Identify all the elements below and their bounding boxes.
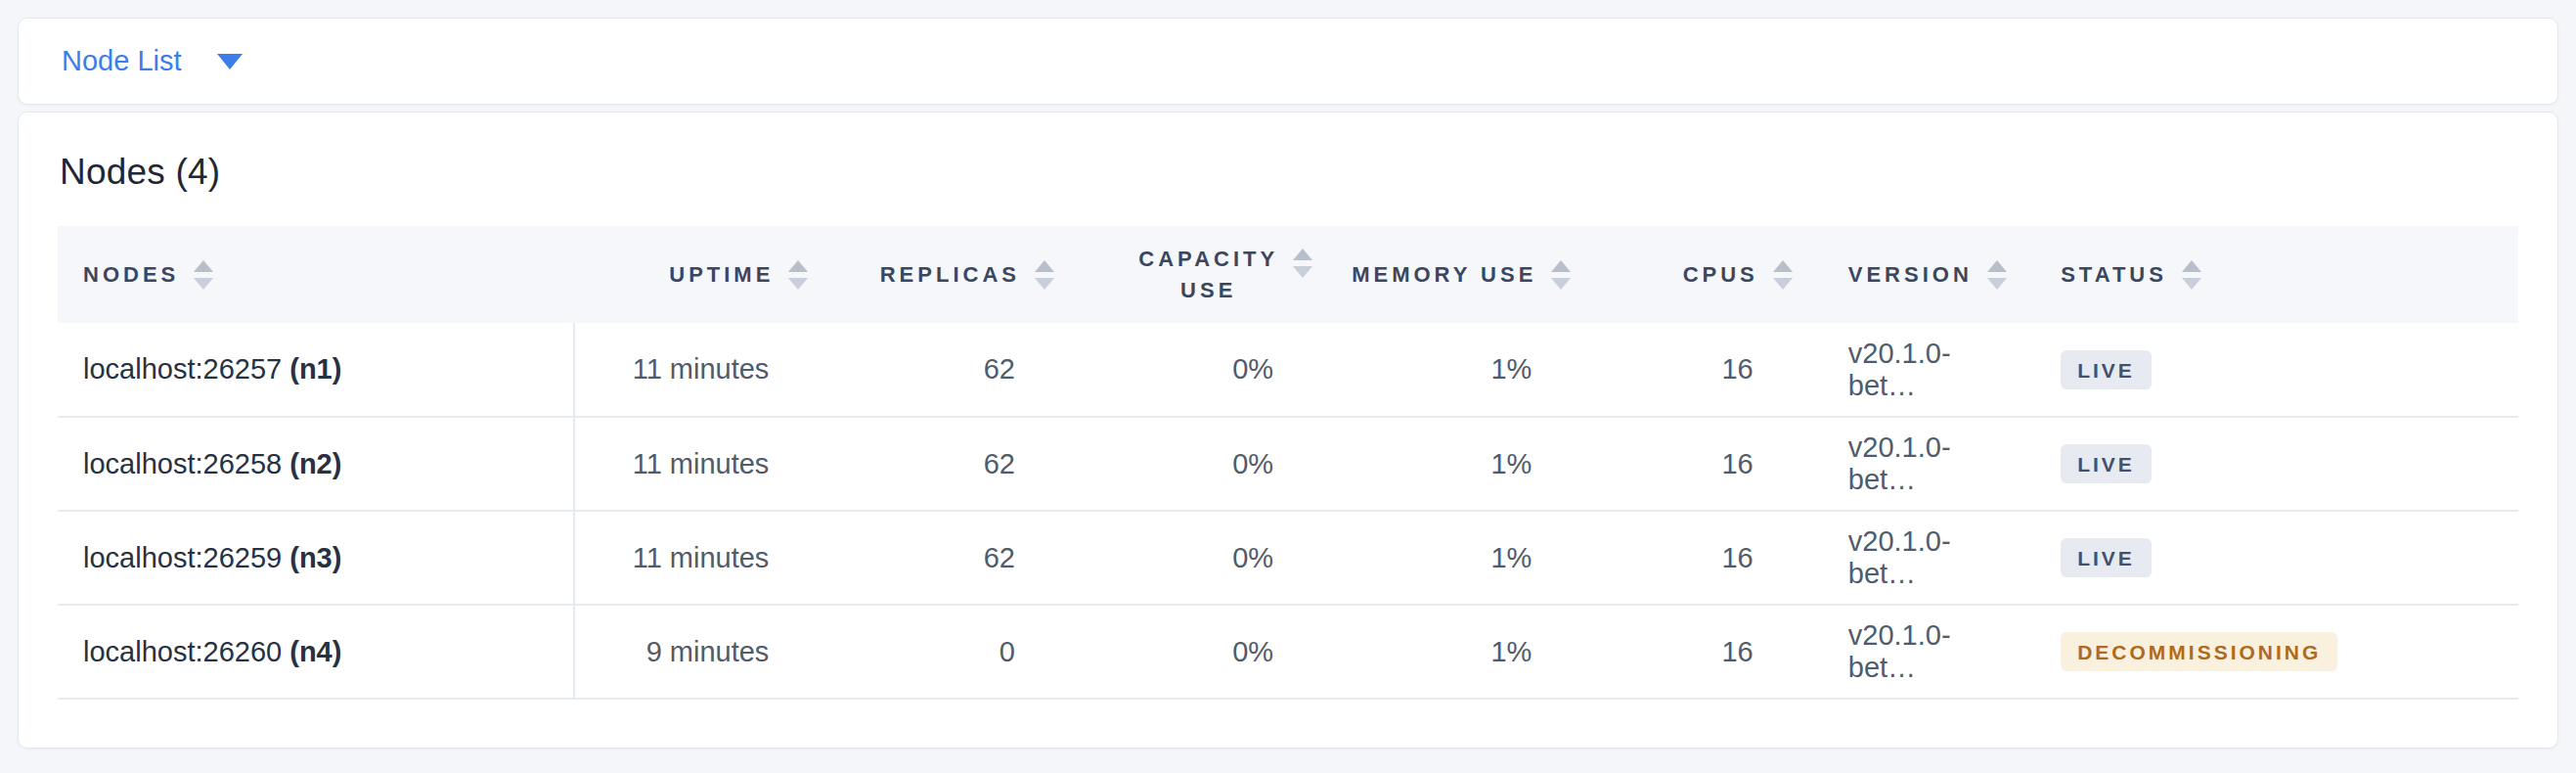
column-label-version: VERSION [1848, 262, 1973, 288]
node-address: localhost:26260 (n4) [58, 605, 574, 699]
column-label-uptime: UPTIME [669, 262, 774, 288]
sort-icon[interactable] [788, 260, 808, 290]
sort-down-icon [1773, 278, 1793, 290]
column-header-capacity[interactable]: CAPACITY USE [1054, 226, 1312, 323]
cpus-cell: 16 [1571, 605, 1792, 699]
capacity-cell: 0% [1054, 605, 1312, 699]
sort-icon[interactable] [194, 260, 213, 290]
memory-cell: 1% [1312, 323, 1571, 417]
node-host[interactable]: localhost:26257 [83, 353, 282, 385]
replicas-cell: 62 [808, 323, 1054, 417]
nodes-table: NODES UPTIME REPLICAS CAPACITY USE MEMORY US… [58, 226, 2518, 700]
node-id: (n3) [289, 542, 341, 573]
uptime-cell: 9 minutes [574, 605, 808, 699]
capacity-cell: 0% [1054, 511, 1312, 605]
view-selector-card: Node List [18, 18, 2558, 105]
memory-cell: 1% [1312, 511, 1571, 605]
column-label-capacity: CAPACITY USE [1138, 244, 1278, 306]
cpus-cell: 16 [1571, 323, 1792, 417]
sort-up-icon [194, 260, 213, 272]
version-cell: v20.1.0-bet… [1793, 323, 2014, 417]
status-badge: LIVE [2061, 444, 2152, 483]
status-cell: LIVE [2014, 511, 2518, 605]
status-badge: DECOMMISSIONING [2061, 632, 2337, 671]
nodes-table-header: NODES UPTIME REPLICAS CAPACITY USE MEMORY US… [58, 226, 2518, 323]
node-id: (n2) [289, 448, 341, 479]
status-cell: LIVE [2014, 323, 2518, 417]
column-header-status[interactable]: STATUS [2014, 226, 2518, 323]
replicas-cell: 62 [808, 417, 1054, 511]
status-badge: LIVE [2061, 350, 2152, 389]
sort-up-icon [2182, 260, 2201, 272]
node-list-dropdown-label: Node List [62, 47, 182, 75]
version-cell: v20.1.0-bet… [1793, 511, 2014, 605]
capacity-cell: 0% [1054, 323, 1312, 417]
sort-down-icon [1035, 278, 1054, 290]
column-label-replicas: REPLICAS [880, 262, 1020, 288]
column-header-nodes[interactable]: NODES [58, 226, 574, 323]
sort-icon[interactable] [1551, 260, 1571, 290]
sort-up-icon [788, 260, 808, 272]
node-address: localhost:26257 (n1) [58, 323, 574, 417]
sort-up-icon [1551, 260, 1571, 272]
column-header-version[interactable]: VERSION [1793, 226, 2014, 323]
sort-icon[interactable] [1035, 260, 1054, 290]
column-header-uptime[interactable]: UPTIME [574, 226, 808, 323]
sort-icon[interactable] [1293, 249, 1312, 278]
uptime-cell: 11 minutes [574, 323, 808, 417]
version-cell: v20.1.0-bet… [1793, 605, 2014, 699]
sort-up-icon [1773, 260, 1793, 272]
sort-icon[interactable] [1773, 260, 1793, 290]
uptime-cell: 11 minutes [574, 417, 808, 511]
sort-up-icon [1293, 249, 1312, 260]
status-badge: LIVE [2061, 538, 2152, 577]
node-host[interactable]: localhost:26258 [83, 448, 282, 479]
node-id: (n4) [289, 636, 341, 667]
status-cell: LIVE [2014, 417, 2518, 511]
page: Node List Nodes (4) NODES UPTIME REPLICAS C… [0, 0, 2576, 749]
sort-down-icon [194, 278, 213, 290]
table-row[interactable]: localhost:26257 (n1)11 minutes620%1%16v2… [58, 323, 2518, 417]
uptime-cell: 11 minutes [574, 511, 808, 605]
table-row[interactable]: localhost:26259 (n3)11 minutes620%1%16v2… [58, 511, 2518, 605]
node-list-dropdown[interactable]: Node List [62, 47, 243, 75]
node-address: localhost:26259 (n3) [58, 511, 574, 605]
column-label-nodes: NODES [83, 262, 179, 288]
cpus-cell: 16 [1571, 417, 1792, 511]
memory-cell: 1% [1312, 417, 1571, 511]
memory-cell: 1% [1312, 605, 1571, 699]
column-label-cpus: CPUS [1683, 262, 1758, 288]
column-header-memory[interactable]: MEMORY USE [1312, 226, 1571, 323]
status-cell: DECOMMISSIONING [2014, 605, 2518, 699]
sort-down-icon [2182, 278, 2201, 290]
sort-up-icon [1987, 260, 2007, 272]
replicas-cell: 62 [808, 511, 1054, 605]
node-host[interactable]: localhost:26259 [83, 542, 282, 573]
column-header-cpus[interactable]: CPUS [1571, 226, 1792, 323]
sort-icon[interactable] [1987, 260, 2007, 290]
cpus-cell: 16 [1571, 511, 1792, 605]
replicas-cell: 0 [808, 605, 1054, 699]
page-title: Nodes (4) [60, 152, 2518, 193]
sort-up-icon [1035, 260, 1054, 272]
table-row[interactable]: localhost:26260 (n4)9 minutes00%1%16v20.… [58, 605, 2518, 699]
sort-icon[interactable] [2182, 260, 2201, 290]
table-row[interactable]: localhost:26258 (n2)11 minutes620%1%16v2… [58, 417, 2518, 511]
column-label-memory: MEMORY USE [1352, 262, 1536, 288]
caret-down-icon [217, 54, 243, 69]
column-label-status: STATUS [2061, 262, 2167, 288]
sort-down-icon [788, 278, 808, 290]
sort-down-icon [1987, 278, 2007, 290]
node-host[interactable]: localhost:26260 [83, 636, 282, 667]
nodes-card: Nodes (4) NODES UPTIME REPLICAS CAPACITY US… [18, 112, 2558, 749]
sort-down-icon [1293, 266, 1312, 278]
node-id: (n1) [289, 353, 341, 385]
capacity-cell: 0% [1054, 417, 1312, 511]
column-header-replicas[interactable]: REPLICAS [808, 226, 1054, 323]
node-address: localhost:26258 (n2) [58, 417, 574, 511]
sort-down-icon [1551, 278, 1571, 290]
version-cell: v20.1.0-bet… [1793, 417, 2014, 511]
